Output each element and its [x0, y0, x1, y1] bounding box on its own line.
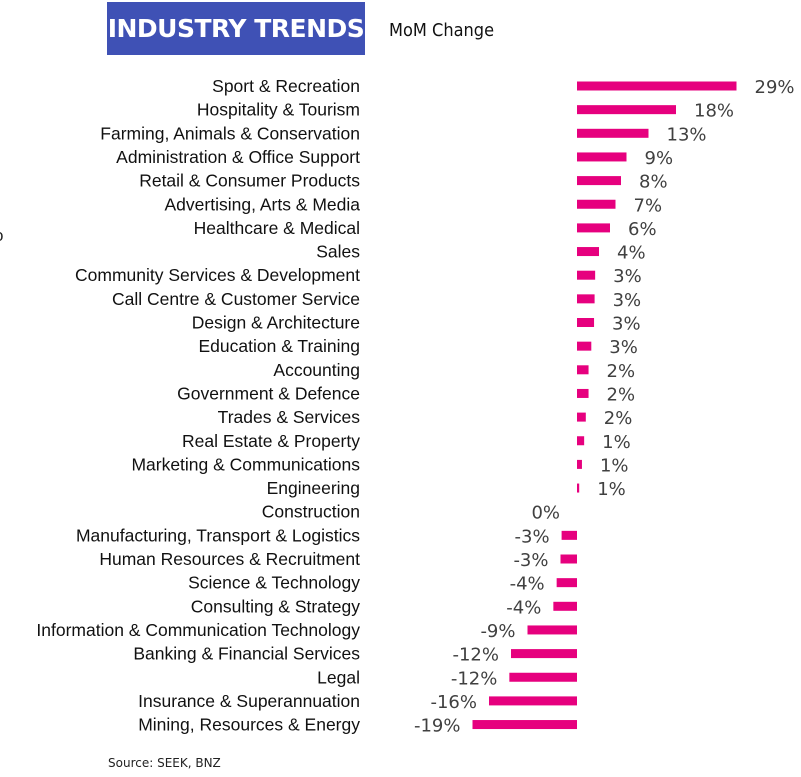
bar [577, 247, 599, 257]
category-label: Mining, Resources & Energy [138, 715, 360, 735]
category-label: Sales [316, 242, 360, 262]
bar [560, 554, 577, 564]
bar [577, 270, 596, 280]
category-label: Information & Communication Technology [36, 620, 360, 640]
category-label: Advertising, Arts & Media [165, 194, 361, 214]
category-label: Construction [262, 502, 360, 522]
data-label: 3% [612, 314, 641, 335]
category-label: Science & Technology [188, 573, 360, 593]
bar [509, 672, 577, 682]
bar [553, 601, 577, 611]
chart-subtitle: MoM Change [389, 20, 495, 41]
chart-title: INDUSTRY TRENDS [107, 2, 365, 55]
category-label: Design & Architecture [192, 313, 360, 333]
data-label: 2% [607, 384, 636, 405]
bar [489, 696, 577, 706]
category-label: Farming, Animals & Conservation [100, 123, 360, 143]
data-label: 7% [634, 195, 663, 216]
bar [577, 436, 585, 446]
bar [577, 128, 649, 138]
data-label: -19% [414, 716, 461, 737]
category-label: Retail & Consumer Products [139, 171, 360, 191]
cropped-text-fragment: o [0, 226, 3, 246]
category-label: Accounting [273, 360, 360, 380]
data-label: 18% [694, 101, 734, 122]
category-label: Trades & Services [218, 407, 361, 427]
bar [577, 412, 586, 422]
data-label: -9% [480, 621, 515, 642]
category-label: Banking & Financial Services [133, 644, 360, 664]
bar [577, 152, 627, 162]
bar [577, 223, 610, 233]
data-label: 4% [617, 243, 646, 264]
bar [577, 365, 589, 375]
data-label: 29% [755, 77, 795, 98]
category-label: Manufacturing, Transport & Logistics [76, 525, 360, 545]
category-label: Call Centre & Customer Service [112, 289, 360, 309]
bar [577, 105, 676, 115]
bar [577, 459, 582, 469]
category-label: Healthcare & Medical [194, 218, 360, 238]
data-label: 6% [628, 219, 657, 240]
data-label: 3% [609, 337, 638, 358]
bar [577, 294, 595, 304]
bar [577, 341, 592, 351]
data-label: 13% [667, 124, 707, 145]
data-label: -3% [513, 550, 548, 571]
data-label: 2% [604, 408, 633, 429]
data-label: 9% [645, 148, 674, 169]
data-label: 1% [597, 479, 626, 500]
source-note: Source: SEEK, BNZ [108, 756, 221, 770]
data-label: 0% [531, 503, 560, 524]
data-label: -3% [515, 526, 550, 547]
bar [511, 649, 577, 659]
bar [577, 388, 589, 398]
bar [577, 81, 737, 91]
bar [577, 483, 580, 493]
data-label: 3% [613, 290, 642, 311]
category-label: Real Estate & Property [182, 431, 360, 451]
data-label: -4% [506, 597, 541, 618]
bar [472, 720, 577, 730]
category-label: Engineering [267, 478, 360, 498]
bar [577, 318, 595, 327]
data-label: -12% [451, 668, 498, 689]
category-label: Insurance & Superannuation [138, 691, 360, 711]
category-label: Hospitality & Tourism [197, 100, 360, 120]
data-label: 1% [600, 455, 629, 476]
data-label: 8% [639, 172, 668, 193]
bar [577, 176, 621, 186]
category-label: Human Resources & Recruitment [99, 549, 360, 569]
bar [561, 530, 577, 540]
bar [556, 578, 577, 588]
data-label: 3% [613, 266, 642, 287]
category-label: Community Services & Development [75, 265, 360, 285]
category-label: Marketing & Communications [131, 454, 360, 474]
data-label: 2% [607, 361, 636, 382]
category-label: Education & Training [199, 336, 361, 356]
bar [577, 199, 616, 209]
category-label: Legal [317, 667, 360, 687]
data-label: -16% [430, 692, 477, 713]
category-label: Consulting & Strategy [191, 596, 361, 616]
bar [527, 625, 577, 635]
data-label: -12% [452, 645, 499, 666]
category-label: Government & Defence [177, 383, 360, 403]
data-label: -4% [510, 574, 545, 595]
data-label: 1% [602, 432, 631, 453]
category-label: Administration & Office Support [116, 147, 360, 167]
category-label: Sport & Recreation [212, 76, 360, 96]
